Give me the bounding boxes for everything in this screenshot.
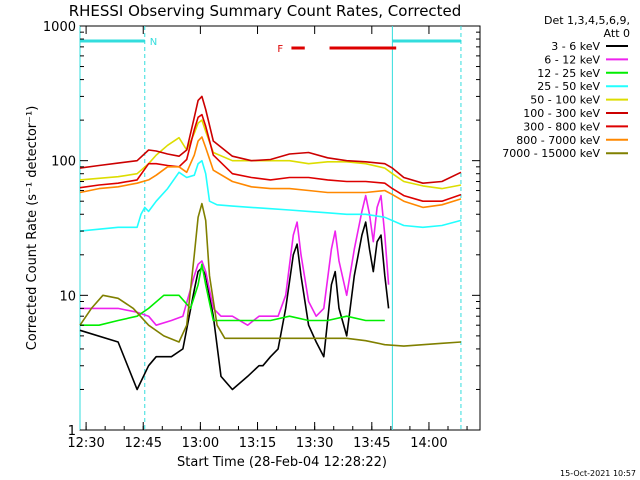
legend-label: 50 - 100 keV: [530, 94, 600, 107]
y-tick-label: 100: [51, 155, 76, 170]
legend-label: 300 - 800 keV: [523, 120, 600, 133]
series-line-0: [79, 221, 390, 391]
x-tick-label: 14:00: [410, 436, 447, 451]
vertical-markers: [79, 26, 462, 430]
axes: 12:30 12:45 13:00 13:15 13:30 13:45 14:00 1 10 10…: [43, 20, 480, 451]
night-marker-label: N: [150, 37, 157, 48]
footer-date: 15-Oct-2021 10:57: [560, 469, 636, 478]
x-axis-label: Start Time (28-Feb-04 12:28:22): [177, 455, 387, 470]
flare-marker-label: F: [277, 44, 283, 55]
chart-title: RHESSI Observing Summary Count Rates, Co…: [69, 2, 462, 20]
series-line-1: [80, 194, 390, 327]
legend-label: 100 - 300 keV: [523, 107, 600, 120]
y-axis-label: Corrected Count Rate (s⁻¹ detector⁻¹): [25, 106, 40, 351]
series-line-3: [79, 159, 462, 232]
series-line-7: [79, 136, 462, 209]
legend-label: 3 - 6 keV: [551, 40, 600, 53]
legend-label: 6 - 12 keV: [544, 53, 600, 66]
y-tick-label: 10: [59, 289, 76, 304]
x-tick-label: 13:15: [239, 436, 276, 451]
legend-header-line-2: Att 0: [604, 27, 630, 40]
legend-label: 7000 - 15000 keV: [502, 147, 600, 160]
legend-label: 12 - 25 keV: [537, 67, 600, 80]
legend-header-line-1: Det 1,3,4,5,6,9,: [544, 14, 630, 27]
legend-label: 25 - 50 keV: [537, 80, 600, 93]
x-tick-label: 12:30: [67, 436, 104, 451]
interval-markers: NF: [80, 37, 461, 55]
series-line-6: [79, 113, 462, 202]
x-tick-label: 13:00: [182, 436, 219, 451]
series-line-5: [79, 95, 462, 184]
x-tick-label: 12:45: [125, 436, 162, 451]
series-layer: [79, 95, 462, 391]
y-tick-label: 1000: [43, 20, 76, 35]
series-line-2: [80, 263, 385, 327]
legend-label: 800 - 7000 keV: [516, 134, 600, 147]
series-line-4: [79, 119, 462, 190]
x-tick-label: 13:45: [353, 436, 390, 451]
series-line-8: [79, 202, 462, 347]
y-tick-label: 1: [68, 424, 76, 439]
x-tick-label: 13:30: [296, 436, 333, 451]
